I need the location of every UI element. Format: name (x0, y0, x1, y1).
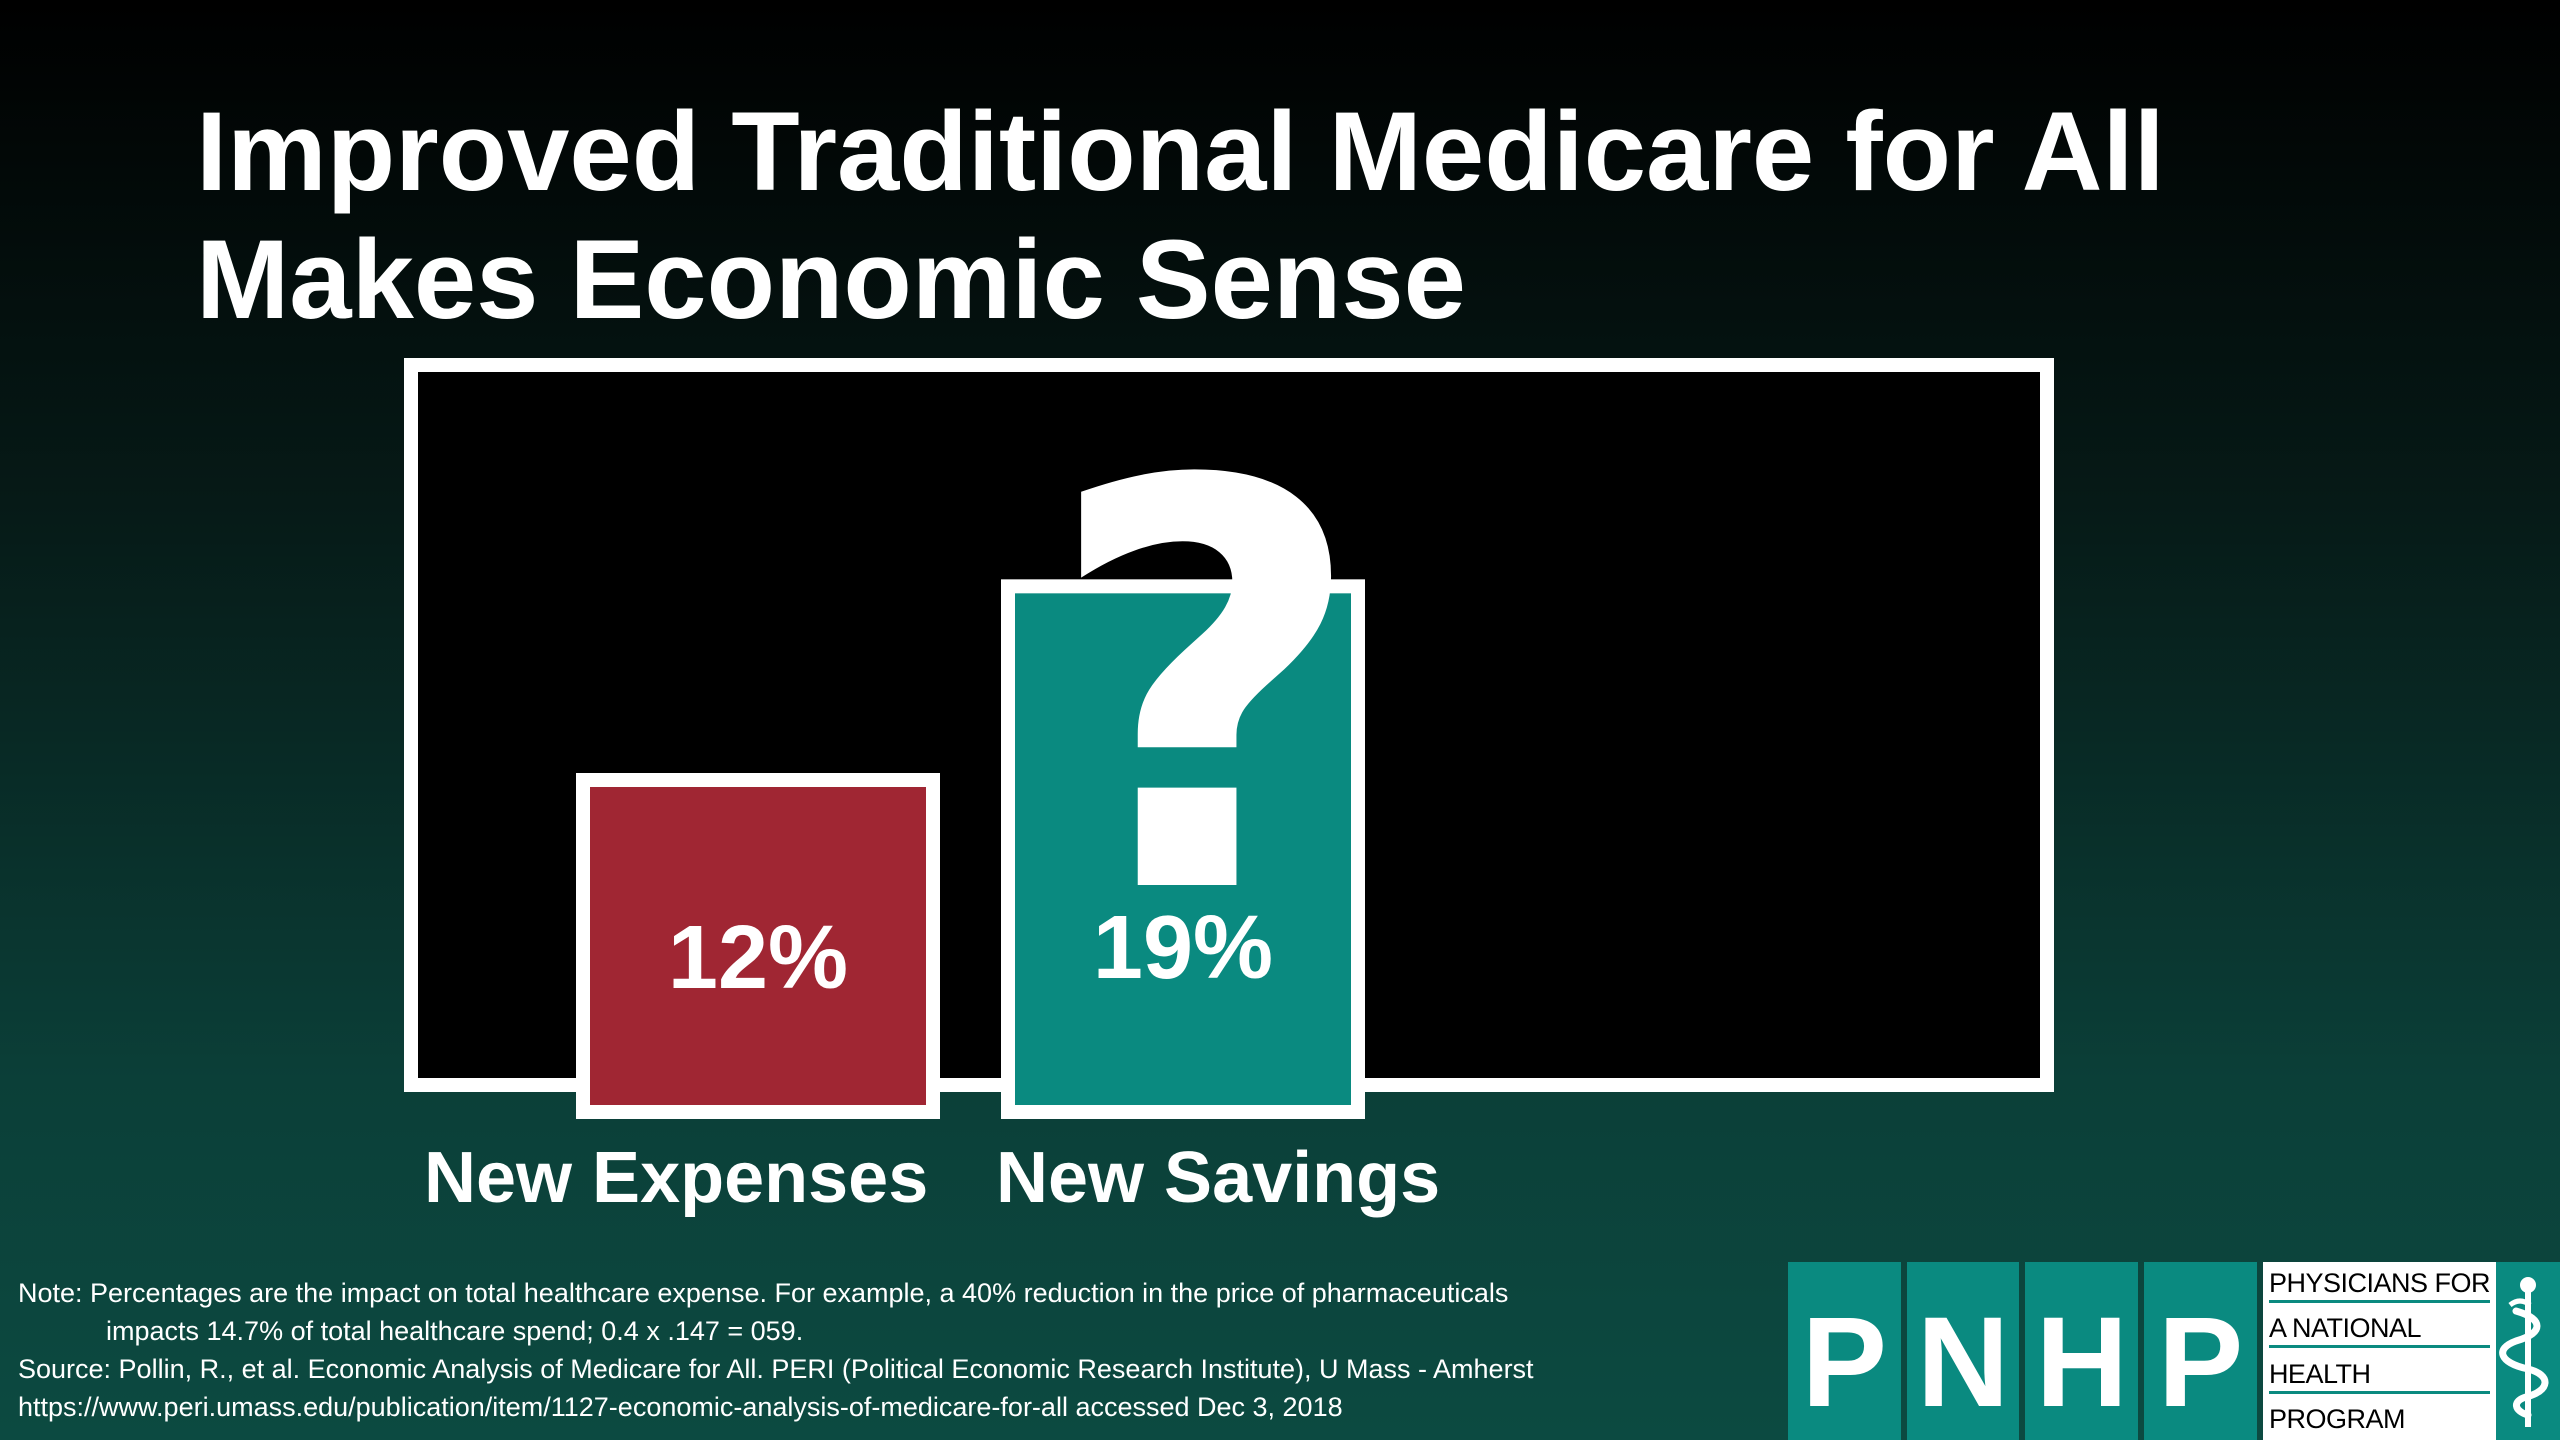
title-line-1: Improved Traditional Medicare for All (196, 89, 2165, 214)
bar-new-expenses (576, 773, 940, 1119)
category-label-2: New Savings (996, 1138, 1440, 1218)
data-label-1: 12% (668, 908, 848, 1008)
logo-wordmark: PHYSICIANS FOR A NATIONAL HEALTH PROGRAM (2262, 1262, 2496, 1440)
logo-letter-2: N (1906, 1262, 2020, 1440)
source-url: https://www.peri.umass.edu/publication/i… (18, 1392, 1343, 1422)
logo-letter-1: P (1788, 1262, 1901, 1440)
title-line-2: Makes Economic Sense (196, 217, 1466, 342)
question-mark-annotation: ? (1043, 366, 1368, 1018)
caduceus-icon (2495, 1262, 2560, 1440)
logo-text-line-2: A NATIONAL (2268, 1311, 2490, 1349)
logo-text-line-3: HEALTH (2268, 1357, 2490, 1394)
source-line: Source: Pollin, R., et al. Economic Anal… (18, 1354, 1534, 1384)
logo-text-line-1: PHYSICIANS FOR (2268, 1266, 2490, 1303)
note-line-2: impacts 14.7% of total healthcare spend;… (106, 1316, 804, 1346)
logo-text-line-4: PROGRAM (2268, 1403, 2406, 1434)
footnotes: Note: Percentages are the impact on tota… (18, 1274, 1758, 1426)
category-label-1: New Expenses (424, 1138, 928, 1218)
pnhp-logo: P N H P PHYSICIANS FOR A NATIONAL HEALTH… (1788, 1262, 2560, 1440)
note-line-1: Note: Percentages are the impact on tota… (18, 1278, 1509, 1308)
logo-letter-4: P (2144, 1262, 2257, 1440)
data-label-2: 19% (1093, 898, 1273, 998)
bar-new-savings (1001, 579, 1365, 1119)
slide-title: Improved Traditional Medicare for All Ma… (196, 88, 2496, 344)
logo-letter-3: H (2025, 1262, 2139, 1440)
